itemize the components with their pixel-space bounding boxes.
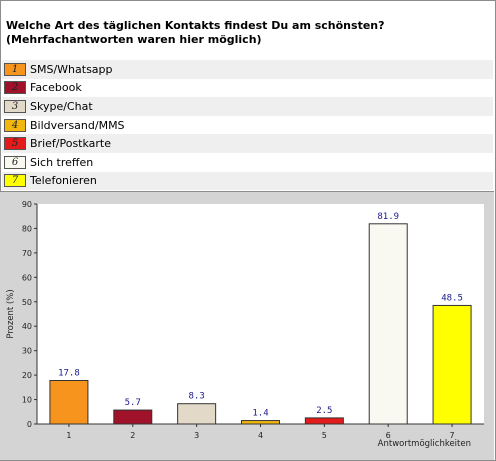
x-tick-label: 1 [66,431,71,440]
x-tick-label: 5 [322,431,327,440]
x-tick-label: 4 [258,431,263,440]
y-tick-label: 20 [22,371,32,380]
bar [368,223,408,425]
y-tick-label: 50 [22,298,32,307]
x-tick-label: 6 [386,431,391,440]
y-tick-label: 60 [22,273,32,282]
legend-label: Sich treffen [30,155,94,169]
legend-label: Brief/Postkarte [30,137,112,151]
bar-value-label: 1.4 [252,409,268,419]
y-tick-label: 30 [22,347,32,356]
legend-label: Bildversand/MMS [30,118,125,132]
question-title: Welche Art des täglichen Kontakts findes… [6,19,385,46]
legend-swatch: 5 [4,137,26,151]
y-tick-label: 40 [22,322,32,331]
bar [177,403,217,425]
legend-item: 5 Brief/Postkarte [2,134,493,153]
legend-item: 1 SMS/Whatsapp [2,60,493,79]
y-tick-label: 10 [22,396,32,405]
y-tick-label: 70 [22,249,32,258]
legend-label: Telefonieren [30,174,97,188]
bar [49,379,89,425]
x-tick-label: 2 [130,431,135,440]
legend-swatch: 2 [4,81,26,95]
legend-item: 3 Skype/Chat [2,97,493,116]
answer-legend: 1 SMS/Whatsapp 2 Facebook 3 Skype/Chat 4… [2,60,493,191]
bar-value-label: 2.5 [316,406,332,416]
legend-swatch: 7 [4,174,26,188]
x-axis: 1 2 3 4 5 6 7 [37,423,484,440]
legend-item: 7 Telefonieren [2,171,493,191]
bar [241,420,280,425]
legend-item: 6 Sich treffen [2,153,493,172]
legend-swatch: 1 [4,62,26,76]
bar [432,304,472,425]
bar-value-label: 5.7 [125,398,141,408]
legend-label: SMS/Whatsapp [30,62,113,76]
bar-value-label: 48.5 [441,293,463,303]
y-tick-label: 80 [22,224,32,233]
legend-label: Skype/Chat [30,99,93,113]
bar-value-label: 8.3 [189,392,205,402]
bar [113,409,153,425]
legend-swatch: 6 [4,155,26,169]
y-axis: 0 10 20 30 40 50 60 70 80 90 [22,200,38,429]
y-tick-label: 90 [22,200,32,209]
bar-chart: 0 10 20 30 40 50 60 70 80 90 17.8 5.7 8.3 1.4 2.5 81.9… [6,200,484,449]
plot-background [37,204,484,424]
bar [304,417,344,425]
x-axis-label: Antwortmöglichkeiten [378,439,471,449]
bar-value-label: 17.8 [58,368,80,378]
y-axis-label: Prozent (%) [6,289,16,338]
legend-item: 2 Facebook [2,79,493,98]
bars: 17.8 5.7 8.3 1.4 2.5 81.9 48.5 [49,212,472,425]
chart-area: 0 10 20 30 40 50 60 70 80 90 17.8 5.7 8.3 1.4 2.5 81.9… [0,191,494,460]
bar-value-label: 81.9 [377,212,399,222]
legend-label: Facebook [30,81,82,95]
x-tick-label: 3 [194,431,199,440]
legend-swatch: 3 [4,99,26,113]
x-tick-label: 7 [450,431,455,440]
legend-swatch: 4 [4,118,26,132]
legend-item: 4 Bildversand/MMS [2,116,493,135]
y-tick-label: 0 [27,420,32,429]
